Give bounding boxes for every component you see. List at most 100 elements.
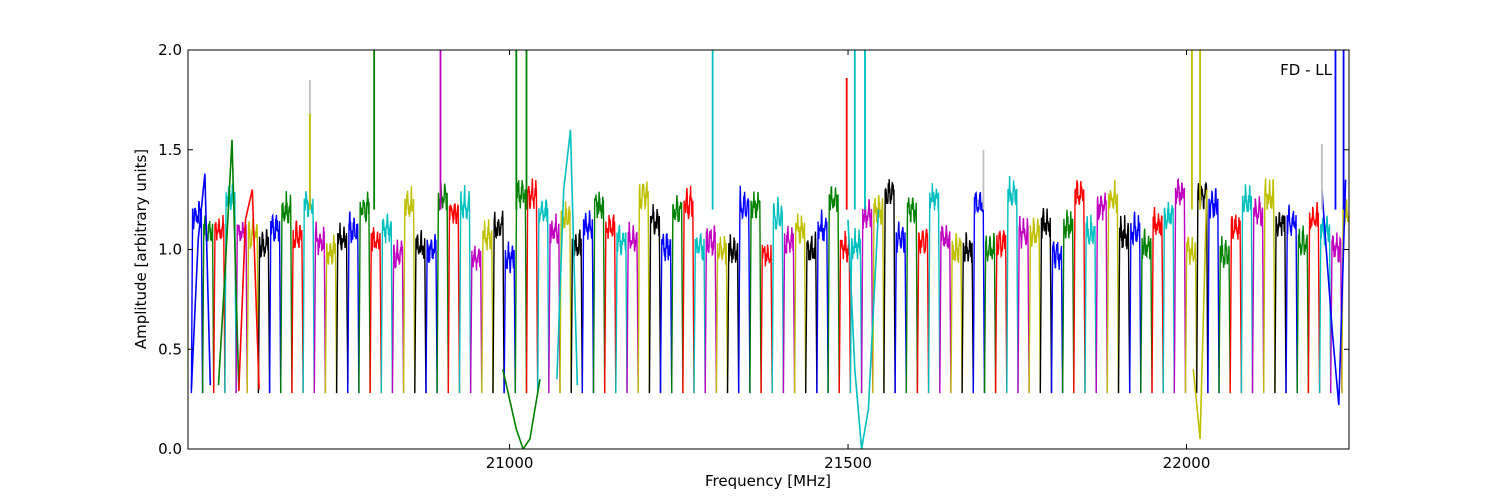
spectral-window-line [313, 221, 327, 394]
spectral-window-line [1318, 215, 1332, 394]
spectral-window-line [793, 213, 807, 394]
spectral-window-line [268, 212, 282, 394]
x-tick-label: 21500 [824, 454, 872, 472]
y-tick-label: 2.0 [158, 41, 182, 59]
spectral-window-line [280, 191, 293, 394]
spectral-window-line [481, 219, 494, 394]
series-line [1192, 189, 1208, 440]
spectral-window-line [883, 179, 896, 394]
spectral-window-line [1061, 209, 1075, 394]
series-line [502, 369, 541, 449]
spectral-window-line [659, 233, 673, 394]
spectral-window-line [760, 244, 773, 394]
spectral-window-line [1251, 196, 1265, 394]
spectral-window-line [436, 181, 449, 394]
spectral-window-line [302, 191, 315, 394]
y-tick-label: 1.0 [158, 241, 182, 259]
spectral-window-line [581, 210, 595, 394]
spectral-window-line [1129, 211, 1142, 394]
spectral-window-line [726, 234, 740, 394]
spectral-window-line [548, 213, 561, 394]
spectral-window-line [682, 185, 695, 394]
spectral-window-line [335, 222, 349, 394]
spectral-window-line [1073, 180, 1086, 394]
spectral-window-line [950, 233, 963, 394]
spectral-window-line [537, 199, 550, 394]
y-tick-label: 1.5 [158, 141, 182, 159]
panel-annotation: FD - LL [1280, 61, 1332, 79]
spectral-window-line [1274, 211, 1287, 394]
spectral-window-line [1330, 232, 1343, 394]
y-axis-label: Amplitude [arbitrary units] [132, 149, 150, 349]
spectral-window-line [1229, 214, 1243, 394]
spectral-window-line [1050, 241, 1064, 394]
spectral-window-line [1285, 204, 1298, 394]
spectral-window-line [715, 235, 729, 394]
spectral-window-line [782, 225, 796, 394]
spectral-window-line [369, 227, 382, 394]
spectral-window-line [1017, 215, 1030, 394]
spectral-window-line [347, 211, 360, 394]
spectral-window-line [391, 239, 405, 394]
spectral-window-line [402, 186, 416, 394]
spectral-window-line [458, 185, 472, 394]
spectral-window-line [414, 229, 427, 394]
spectral-window-line [1162, 201, 1175, 394]
spectral-window-line [425, 234, 438, 394]
y-tick-label: 0.0 [158, 440, 182, 458]
spectral-window-line [1117, 215, 1131, 394]
spectral-window-line [771, 196, 785, 394]
spectral-window-line [1263, 178, 1276, 394]
spectral-window-line [559, 201, 572, 394]
spectral-window-line [1028, 217, 1041, 394]
spectral-window-line [447, 203, 461, 394]
series-line [190, 173, 212, 390]
spectral-window-line [201, 215, 215, 394]
spectral-window-line [827, 185, 840, 394]
spectral-window-line [1184, 236, 1198, 394]
spectral-window-line [994, 230, 1008, 394]
spectral-window-line [492, 210, 505, 394]
spectral-window-line [380, 212, 394, 394]
x-axis-label: Frequency [MHz] [705, 472, 831, 490]
spectral-window-line [1006, 175, 1019, 394]
spectral-window-line [1140, 228, 1153, 394]
spectral-window-line [860, 199, 874, 394]
spectral-window-line [916, 228, 930, 394]
series-line [238, 189, 260, 392]
spectral-window-line [961, 232, 974, 394]
spectral-window-line [1307, 202, 1321, 394]
spectral-window-line [291, 220, 304, 394]
spectral-window-line [1173, 177, 1187, 394]
plot-data-layer [190, 50, 1349, 449]
spectral-window-line [805, 231, 818, 394]
spectral-window-line [1106, 179, 1120, 394]
series-line [217, 139, 240, 390]
spectral-window-line [1039, 207, 1053, 394]
spectral-window-line [983, 233, 997, 394]
spectral-window-line [894, 221, 907, 394]
spectral-window-line [648, 204, 662, 394]
spectral-window-line [604, 214, 617, 394]
spectral-window-line [738, 185, 751, 394]
spectral-window-line [1218, 236, 1231, 394]
spectral-window-line [939, 225, 952, 394]
spectral-window-line [1084, 214, 1097, 394]
spectral-window-line [324, 234, 338, 394]
spectral-window-line [1196, 181, 1209, 394]
spectral-window-line [637, 181, 651, 394]
axis-ticks: 21000 21500 22000 0.0 0.5 1.0 1.5 2.0 [158, 41, 1349, 472]
spectral-window-line [503, 241, 516, 394]
x-tick-label: 21000 [486, 454, 534, 472]
spectral-window-line [626, 221, 639, 394]
series-line [1321, 179, 1347, 406]
spectral-window-line [213, 214, 226, 394]
spectral-window-line [693, 232, 706, 394]
y-tick-label: 0.5 [158, 340, 182, 358]
spectral-window-line [190, 200, 204, 394]
spectral-window-line [615, 224, 628, 394]
spectral-window-line [257, 228, 271, 394]
spectral-window-line [469, 245, 483, 394]
